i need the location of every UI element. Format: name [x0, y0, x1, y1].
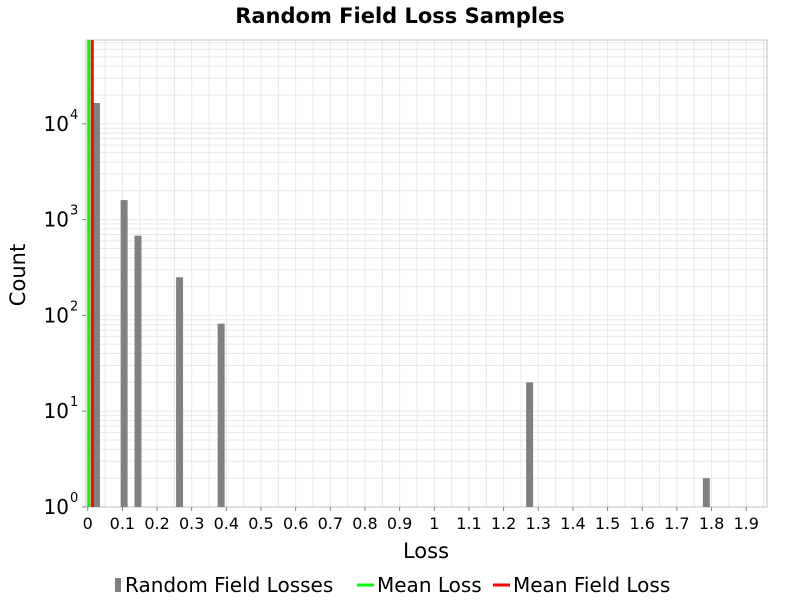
x-tick-label: 1.2 [491, 514, 516, 533]
y-tick-label: 10 [44, 399, 69, 423]
x-axis-label: Loss [403, 539, 449, 563]
y-axis-label: Count [6, 244, 30, 306]
x-tick-label: 1.7 [664, 514, 689, 533]
x-tick-label: 0.8 [352, 514, 377, 533]
y-tick-label: 10 [44, 495, 69, 519]
legend-label-mean-field-loss: Mean Field Loss [513, 573, 670, 597]
legend: Random Field Losses Mean Loss Mean Field L… [115, 573, 670, 597]
plot-area [85, 39, 768, 508]
x-tick-label: 1.4 [560, 514, 585, 533]
grid [86, 40, 767, 508]
y-tick-label: 10 [44, 208, 69, 232]
x-tick-label: 0.2 [144, 514, 169, 533]
bar [120, 200, 128, 507]
legend-label-mean-loss: Mean Loss [377, 573, 482, 597]
x-tick-label: 0.6 [283, 514, 308, 533]
bar [134, 235, 142, 507]
bar [176, 277, 184, 507]
x-tick-label: 0.9 [387, 514, 412, 533]
x-tick-label: 0.1 [110, 514, 135, 533]
x-axis-ticks: 0 0.1 0.2 0.3 0.4 0.5 0.6 0.7 0.8 0.9 1 1.1 1.2 1.3 1.… [83, 507, 759, 533]
x-tick-label: 1.8 [699, 514, 724, 533]
x-tick-label: 1.3 [526, 514, 551, 533]
y-tick-exponent: 1 [70, 395, 78, 410]
x-tick-label: 1.9 [733, 514, 758, 533]
legend-swatch-random-field-losses [115, 578, 121, 592]
x-tick-label: 1.5 [595, 514, 620, 533]
y-tick-exponent: 2 [70, 299, 78, 314]
mean-lines [87, 40, 94, 507]
x-tick-label: 0.5 [248, 514, 273, 533]
x-tick-label: 0.4 [214, 514, 239, 533]
bars [92, 102, 710, 507]
legend-label-random-field-losses: Random Field Losses [125, 573, 333, 597]
x-tick-label: 1.6 [630, 514, 655, 533]
bar [702, 478, 710, 507]
chart-title: Random Field Loss Samples [235, 4, 565, 28]
x-tick-label: 1 [429, 514, 439, 533]
x-tick-label: 1.1 [456, 514, 481, 533]
y-tick-exponent: 4 [70, 108, 78, 123]
y-tick-label: 10 [44, 303, 69, 327]
y-tick-exponent: 3 [70, 204, 78, 219]
x-tick-label: 0.7 [318, 514, 343, 533]
x-tick-label: 0 [83, 514, 93, 533]
y-tick-label: 10 [44, 112, 69, 136]
bar [92, 102, 100, 507]
bar [217, 323, 225, 507]
y-tick-exponent: 0 [70, 491, 78, 506]
x-tick-label: 0.3 [179, 514, 204, 533]
bar [526, 382, 534, 507]
